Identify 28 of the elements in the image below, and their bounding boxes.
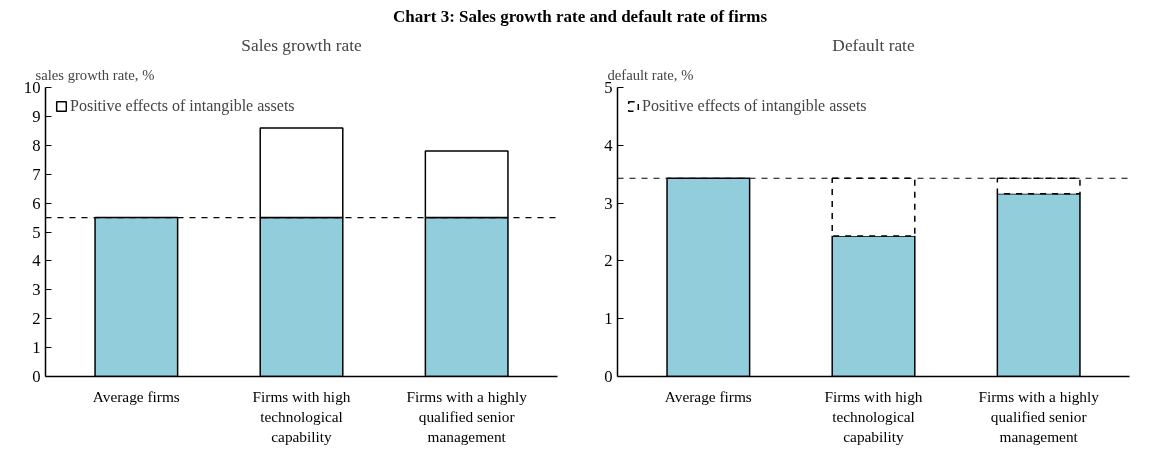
x-tick-label: Average firms bbox=[92, 387, 180, 405]
y-axis-title: default rate, % bbox=[607, 66, 694, 83]
y-tick-label: 6 bbox=[32, 193, 41, 213]
y-tick-label: 4 bbox=[32, 251, 42, 271]
y-tick-label: 1 bbox=[604, 309, 613, 329]
chart-subtitle: Sales growth rate bbox=[241, 35, 362, 55]
chart-subtitle: Default rate bbox=[832, 35, 915, 55]
legend-label: Positive effects of intangible assets bbox=[70, 97, 295, 115]
x-tick-label: Firms with a highly qualified senior management bbox=[406, 387, 528, 446]
y-tick-label: 1 bbox=[32, 338, 41, 358]
x-tick-label: Firms with a highly qualified senior management bbox=[978, 387, 1100, 446]
legend-label: Positive effects of intangible assets bbox=[642, 97, 867, 115]
y-tick-label: 3 bbox=[604, 193, 613, 213]
x-tick-label: Firms with high technological capability bbox=[824, 387, 923, 446]
y-tick-label: 5 bbox=[32, 222, 41, 242]
y-tick-label: 9 bbox=[32, 106, 41, 126]
x-tick-label: Firms with high technological capability bbox=[252, 387, 351, 446]
x-tick-label: Average firms bbox=[664, 387, 752, 405]
y-tick-label: 0 bbox=[32, 367, 41, 386]
chart-title: Chart 3: Sales growth rate and default rate of firms bbox=[392, 6, 768, 28]
y-tick-label: 8 bbox=[32, 135, 41, 155]
y-tick-label: 2 bbox=[32, 309, 41, 329]
y-axis-title: sales growth rate, % bbox=[35, 66, 155, 83]
y-tick-label: 7 bbox=[32, 164, 41, 184]
y-tick-label: 3 bbox=[32, 280, 41, 300]
y-tick-label: 0 bbox=[604, 367, 613, 386]
y-tick-label: 4 bbox=[604, 135, 614, 155]
y-tick-label: 2 bbox=[604, 251, 613, 271]
